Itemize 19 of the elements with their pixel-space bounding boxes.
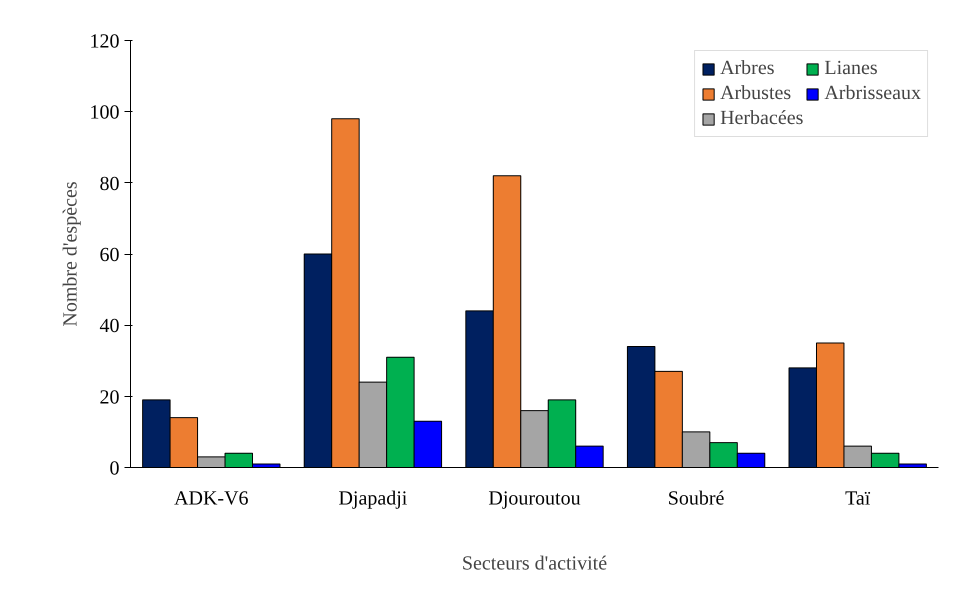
x-axis-title: Secteurs d'activité xyxy=(462,552,608,574)
y-tick-label: 80 xyxy=(100,172,120,195)
x-tick-label: Soubré xyxy=(668,488,725,510)
legend-label: Herbacées xyxy=(720,107,804,130)
y-tick-label: 60 xyxy=(100,244,120,266)
legend-label: Lianes xyxy=(824,57,878,80)
legend-label: Arbres xyxy=(720,57,775,80)
x-tick-label: Djouroutou xyxy=(488,488,581,510)
y-tick-label: 120 xyxy=(90,30,120,52)
y-tick-label: 40 xyxy=(100,315,120,338)
x-tick-label: Djapadji xyxy=(338,488,408,510)
y-tick-label: 0 xyxy=(110,458,120,480)
x-tick-label: ADK-V6 xyxy=(174,488,249,510)
y-tick-label: 100 xyxy=(90,102,120,124)
legend-label: Arbustes xyxy=(720,82,792,105)
x-tick-label: Taï xyxy=(845,488,871,510)
y-axis-title: Nombre d'espèces xyxy=(60,181,82,327)
y-tick-label: 20 xyxy=(100,386,120,408)
legend-label: Arbrisseaux xyxy=(824,82,921,105)
